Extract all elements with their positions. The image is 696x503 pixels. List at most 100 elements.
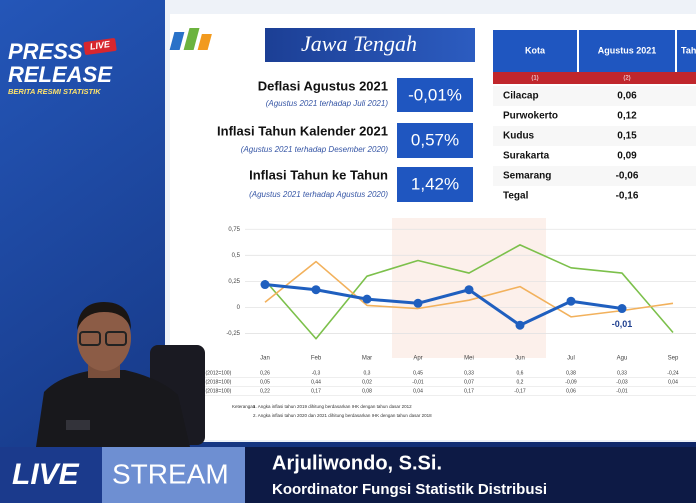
point	[413, 298, 423, 308]
presenter	[36, 302, 205, 447]
glasses	[105, 331, 127, 346]
table-row	[493, 186, 696, 206]
point	[260, 280, 270, 290]
table-value: -0,01	[616, 388, 628, 394]
table-value: -0,17	[514, 388, 526, 394]
stat-note: (Agustus 2021 terhadap Juli 2021)	[266, 99, 389, 108]
live-badge	[83, 38, 117, 55]
stat-value: -0,01%	[408, 85, 462, 104]
city: Semarang	[503, 171, 551, 182]
brand-line: RELEASE	[8, 62, 113, 87]
legend-label: 2019 (2012=100)	[193, 370, 232, 376]
stat-label: Inflasi Tahun ke Tahun	[249, 167, 388, 182]
title-box	[265, 28, 475, 62]
table-value: 0,05	[260, 379, 270, 385]
table-header-cell	[579, 30, 675, 72]
table-value: -0,01	[412, 379, 424, 385]
table-header: Agustus 2021	[598, 45, 657, 55]
y-tick-label: 0,25	[228, 279, 240, 285]
y-tick-label: 0,75	[228, 227, 240, 233]
column-number: (1)	[531, 76, 538, 82]
table-value: 0,06	[566, 388, 576, 394]
table-header: Kota	[525, 45, 546, 55]
table-value: 0,6	[517, 370, 524, 376]
logo-bar	[197, 34, 212, 50]
y-tick-label: -0,25	[226, 331, 240, 337]
tagline: BERITA RESMI STATISTIK	[8, 87, 101, 96]
city-value: 0,15	[617, 131, 637, 142]
column-number: (2)	[623, 76, 630, 82]
table-row	[493, 126, 696, 146]
hair	[77, 302, 131, 330]
y-tick-label: 0	[237, 305, 241, 311]
stat-note: (Agustus 2021 terhadap Agustus 2020)	[249, 190, 388, 199]
stat-value: 0,57%	[411, 130, 459, 149]
glasses	[79, 331, 101, 346]
branding: PRESS LIVE RELEASE BERITA RESMI STATISTI…	[8, 38, 117, 96]
table-value: -0,03	[616, 379, 628, 385]
x-tick-label: Mei	[464, 356, 474, 362]
badge-text: LIVE	[89, 39, 111, 52]
table-value: 0,04	[413, 388, 423, 394]
point	[464, 285, 474, 295]
table-value: 0,33	[617, 370, 627, 376]
table-value: 0,22	[260, 388, 270, 394]
table-header-cell	[493, 30, 577, 72]
table-value: 0,17	[311, 388, 321, 394]
city: Surakarta	[503, 151, 550, 162]
table-row	[493, 106, 696, 126]
stream-label: STREAM	[112, 458, 229, 489]
city: Cilacap	[503, 91, 539, 102]
legend-label: 2021 (2018=100)	[193, 388, 232, 394]
logo-bar	[183, 28, 200, 50]
note: 1. Angka inflasi tahun 2019 dihitung ber…	[253, 404, 412, 409]
table-number-row	[493, 72, 696, 84]
city: Tegal	[503, 191, 529, 202]
point	[566, 296, 576, 306]
badge	[66, 420, 90, 430]
stream-box	[102, 447, 245, 503]
x-tick-label: Jun	[515, 356, 525, 362]
x-tick-label: Feb	[311, 356, 322, 362]
stat-label: Deflasi Agustus 2021	[258, 78, 388, 93]
x-tick-label: Jan	[260, 356, 270, 362]
table-value: 0,44	[311, 379, 321, 385]
stat-label: Inflasi Tahun Kalender 2021	[217, 123, 388, 138]
table-value: 0,2	[517, 379, 524, 385]
table-value: 0,3	[364, 370, 371, 376]
live-label: LIVE	[12, 458, 80, 491]
city-table: Kota Agustus 2021 Tah (1) (2) Cilacap 0,0…	[493, 30, 696, 206]
series-line	[264, 244, 674, 340]
stats: Deflasi Agustus 2021 (Agustus 2021 terha…	[217, 78, 473, 202]
point	[617, 304, 627, 314]
brand-line: PRESS	[8, 39, 83, 64]
stat-box	[397, 123, 473, 158]
speaker-name: Arjuliwondo, S.Si.	[272, 452, 442, 474]
head	[77, 305, 131, 371]
city: Kudus	[503, 131, 535, 142]
stat-value: 1,42%	[411, 174, 459, 193]
point	[515, 320, 525, 330]
chart-notes: Keterangan 1. Angka inflasi tahun 2019 d…	[232, 404, 432, 418]
chart: 0,75 0,5 0,25 0 -0,25 Jan Feb Mar Apr Mei Jun Jul Ag…	[180, 227, 696, 396]
lower-third: LIVE STREAM Arjuliwondo, S.Si. Koordinat…	[0, 447, 696, 503]
table-value: 0,17	[464, 388, 474, 394]
x-tick-label: Jul	[567, 356, 575, 362]
speaker-role: Koordinator Fungsi Statistik Distribusi	[272, 481, 547, 498]
table-value: 0,02	[362, 379, 372, 385]
x-tick-label: Apr	[413, 356, 422, 362]
annotation: -0,01	[612, 319, 633, 329]
city-value: 0,12	[617, 111, 637, 122]
table-value: -0,09	[565, 379, 577, 385]
table-value: 0,38	[566, 370, 576, 376]
live-box	[0, 447, 102, 503]
table-value: 0,26	[260, 370, 270, 376]
table-value: 0,45	[413, 370, 423, 376]
city-value: -0,16	[616, 191, 639, 202]
city-value: 0,06	[617, 91, 637, 102]
note: 2. Angka inflasi tahun 2020 dan 2021 dih…	[253, 413, 432, 418]
point	[362, 294, 372, 304]
series-line	[264, 283, 623, 327]
